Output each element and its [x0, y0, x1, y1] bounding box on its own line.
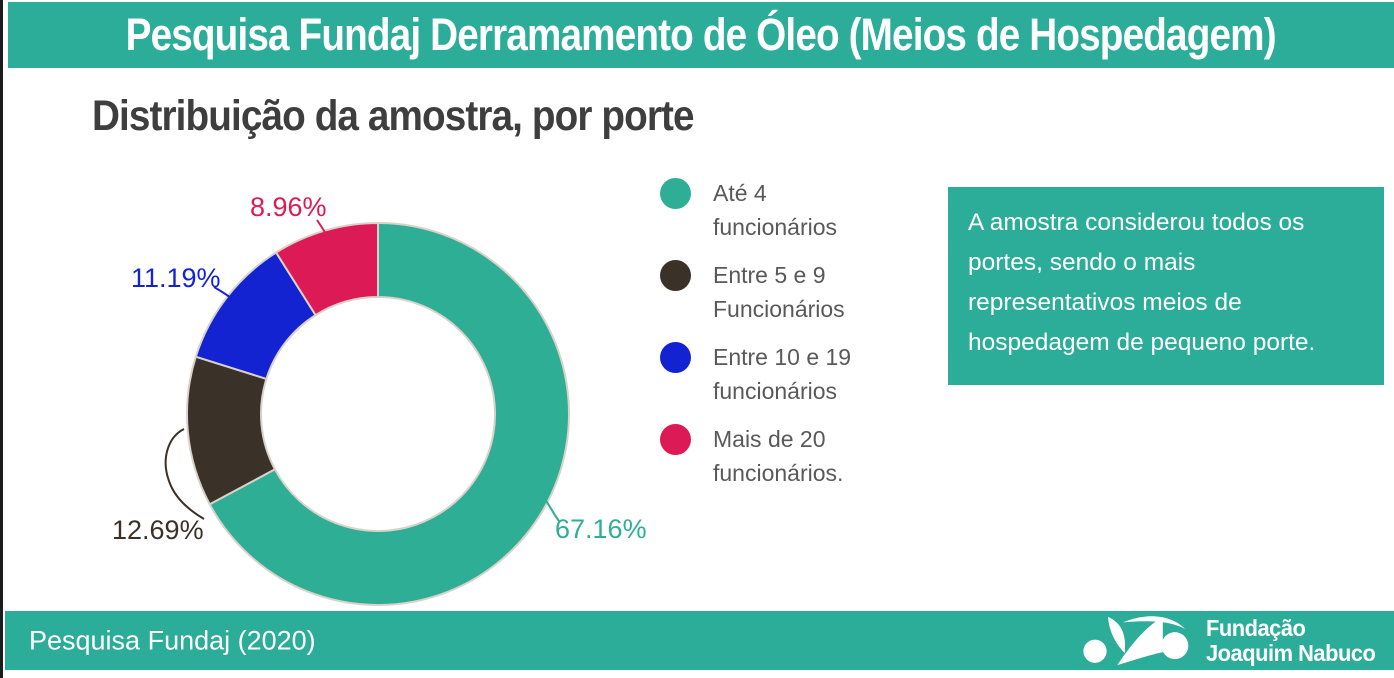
legend-item-entre-5-9: Entre 5 e 9 Funcionários	[660, 258, 950, 326]
fundaj-logo: Fundação Joaquim Nabuco	[1072, 611, 1384, 670]
chart-title: Distribuição da amostra, por porte	[92, 92, 695, 140]
legend-label: funcionários	[713, 378, 838, 404]
legend-swatch-dark-brown	[660, 260, 691, 291]
chart-legend: Até 4 funcionários Entre 5 e 9 Funcionár…	[660, 176, 950, 504]
legend-item-entre-10-19: Entre 10 e 19 funcionários	[660, 340, 950, 408]
legend-label: Até 4	[713, 180, 767, 206]
donut-slice-3[interactable]	[275, 222, 379, 317]
data-label-mais-de-20: 8.96%	[250, 192, 327, 222]
data-label-entre-5-9: 12.69%	[112, 515, 204, 545]
window-left-border	[0, 0, 3, 678]
legend-label: Funcionários	[713, 296, 845, 322]
legend-label: Entre 10 e 19	[713, 344, 852, 370]
legend-label: Entre 5 e 9	[713, 262, 826, 288]
source-label: Pesquisa Fundaj (2020)	[29, 625, 316, 655]
data-label-entre-10-19: 11.19%	[131, 263, 221, 293]
note-box: A amostra considerou todos os portes, se…	[948, 187, 1384, 385]
fundaj-logo-text: Fundação Joaquim Nabuco	[1205, 614, 1376, 666]
page-title: Pesquisa Fundaj Derramamento de Óleo (Me…	[125, 9, 1277, 60]
callout-line-entre-10-19	[213, 286, 249, 313]
donut-chart	[164, 219, 571, 606]
data-label-ate-4: 67.16%	[555, 514, 647, 544]
footer-bar: Pesquisa Fundaj (2020) Fundação Joaquim …	[5, 611, 1394, 670]
legend-item-ate-4: Até 4 funcionários	[660, 176, 950, 244]
legend-item-mais-de-20: Mais de 20 funcionários.	[660, 422, 950, 490]
callout-line-ate-4	[539, 491, 560, 522]
callout-line-mais-de-20	[316, 219, 339, 253]
legend-label: Mais de 20	[713, 426, 826, 452]
legend-swatch-teal	[660, 178, 691, 209]
legend-swatch-blue	[660, 342, 691, 373]
legend-label: funcionários	[713, 214, 838, 240]
header-bar: Pesquisa Fundaj Derramamento de Óleo (Me…	[8, 2, 1394, 68]
legend-label: funcionários.	[713, 460, 844, 486]
donut-slice-0[interactable]	[208, 222, 571, 606]
legend-swatch-crimson	[660, 424, 691, 455]
fundaj-logo-icon	[1083, 615, 1189, 665]
callout-bracket-entre-5-9	[164, 428, 205, 520]
